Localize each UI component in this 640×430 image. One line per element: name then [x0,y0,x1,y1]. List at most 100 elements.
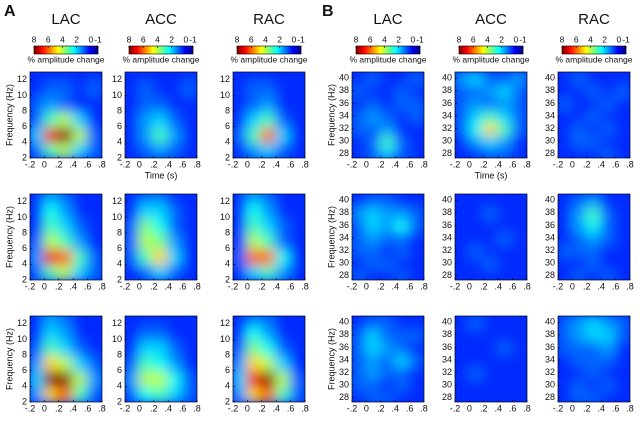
colorbar-swatch [190,46,192,54]
heatmap-cell [558,133,574,149]
colorbar-swatch [573,46,575,54]
colorbar-swatch [618,46,620,54]
heatmap-cell [558,365,574,380]
heatmap-cells [233,316,305,402]
heatmap-cell [585,205,603,221]
heatmap-cell [482,377,500,393]
heatmap-cell [408,72,424,86]
colorbar-swatch [80,46,82,54]
y-tick-label: 8 [117,227,122,237]
colorbar-swatch [96,46,98,54]
heatmap-cell [482,255,500,271]
heatmap-cell [379,133,397,149]
heatmap-cell [365,96,382,111]
colorbar-swatch [300,46,302,54]
colorbar-swatch [380,46,382,54]
y-tick-label: 4 [117,381,122,391]
colorbar-swatch [84,46,86,54]
colorbar-swatch [161,46,163,54]
colorbar-swatch [479,46,481,54]
heatmap-cell [181,125,197,144]
heatmap-cell [289,141,305,158]
y-tick-label: 38 [545,85,555,95]
y-tick-label: 6 [22,121,27,131]
heatmap-cell [289,263,305,280]
heatmap-cell [468,327,485,343]
colorbar-swatch [267,46,269,54]
heatmap-cell [86,354,102,372]
heatmap-cell [181,194,197,203]
colorbar-swatch [470,46,472,54]
colorbar-swatch [74,46,76,54]
colorbar-swatch [67,46,69,54]
heatmap-cells [455,316,527,402]
heatmap-cell [600,83,617,99]
colorbar-swatch [165,46,167,54]
heatmap-cell [614,205,630,221]
heatmap-cell [30,200,46,219]
heatmap-cell [152,194,170,203]
colorbar-swatch [150,46,152,54]
heatmap-cell [86,194,102,203]
heatmap-cell [260,385,278,402]
heatmap-cell [468,268,485,280]
colorbar-swatch [260,46,262,54]
colorbar-swatch [419,46,421,54]
heatmap-cell [246,216,263,235]
colorbar-swatch [296,46,298,54]
heatmap-cell [72,94,89,113]
x-tick-label: .4 [391,281,399,291]
colorbar-swatch [614,46,616,54]
heatmap-cells [558,316,630,402]
y-tick-label: 36 [545,342,555,352]
colorbar-tick-label: 2 [74,34,79,44]
x-tick-label: .4 [494,159,502,169]
colorbar-swatch [357,46,359,54]
heatmap-cell [585,255,603,271]
heatmap-cell [614,316,630,330]
colorbar-swatch [466,46,468,54]
heatmap-cell [365,340,382,355]
heatmap-cell [57,316,75,325]
heatmap-cell [30,94,46,113]
heatmap-cell [365,72,382,86]
colorbar-swatch [494,46,496,54]
heatmap-cell [352,243,368,258]
colorbar-tick-label: 6 [249,34,254,44]
heatmap-cell [138,247,155,266]
colorbar-swatch [293,46,295,54]
heatmap-cell [468,218,485,233]
heatmap-cell [408,146,424,158]
heatmap-cell [379,268,397,280]
colorbar-swatch [399,46,401,54]
heatmap-cell [352,146,368,158]
heatmap-cell [72,338,89,357]
heatmap-cell [497,205,514,221]
colorbar-tick-label: -1 [519,34,527,44]
heatmap-cell [482,243,500,258]
heatmap-cell [482,327,500,343]
heatmap-cell [511,83,527,99]
heatmap-cell [600,133,617,149]
y-tick-label: 10 [17,212,27,222]
column-title: ACC [475,11,507,28]
heatmap-cell [246,232,263,250]
y-axis-label: Frequency (Hz) [4,206,14,268]
heatmap-cell [511,255,527,271]
colorbar-frame [236,45,302,55]
y-tick-label: 12 [17,196,27,206]
heatmap-cell [125,200,141,219]
colorbar-swatch [384,46,386,54]
heatmap-cell [408,365,424,380]
heatmap-cell [72,125,89,144]
heatmap-cell [260,263,278,280]
colorbar-swatch [249,46,251,54]
heatmap-cells [125,316,197,402]
heatmap-cell [30,263,46,280]
heatmap-cell [125,125,141,144]
x-tick-label: .6 [287,281,295,291]
y-tick-label: 40 [442,317,452,327]
x-tick-label: .8 [626,159,634,169]
x-tick-label: .6 [287,403,295,413]
heatmap-cell [260,247,278,266]
